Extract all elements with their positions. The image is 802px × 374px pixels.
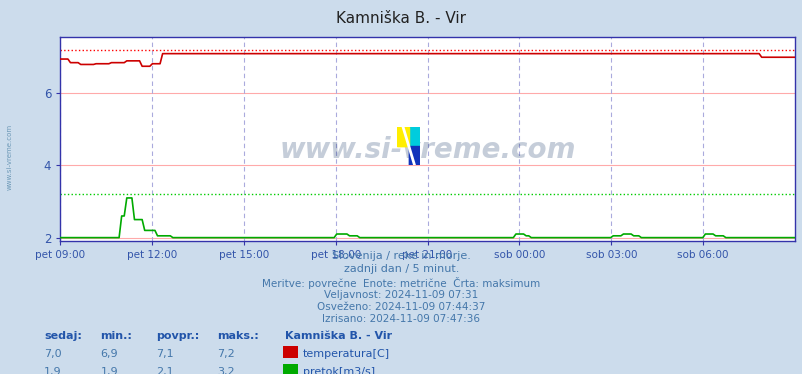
Text: 2,1: 2,1 <box>156 367 174 374</box>
Text: povpr.:: povpr.: <box>156 331 200 341</box>
Text: Veljavnost: 2024-11-09 07:31: Veljavnost: 2024-11-09 07:31 <box>324 290 478 300</box>
Bar <box>408 146 419 165</box>
Text: 1,9: 1,9 <box>100 367 118 374</box>
Text: Kamniška B. - Vir: Kamniška B. - Vir <box>336 11 466 26</box>
Text: 7,2: 7,2 <box>217 349 234 359</box>
Polygon shape <box>408 146 419 165</box>
Text: 3,2: 3,2 <box>217 367 234 374</box>
Text: 1,9: 1,9 <box>44 367 62 374</box>
Polygon shape <box>408 127 419 146</box>
Text: Slovenija / reke in morje.: Slovenija / reke in morje. <box>332 251 470 261</box>
Text: min.:: min.: <box>100 331 132 341</box>
Text: www.si-vreme.com: www.si-vreme.com <box>279 135 575 163</box>
Text: Osveženo: 2024-11-09 07:44:37: Osveženo: 2024-11-09 07:44:37 <box>317 302 485 312</box>
Text: 6,9: 6,9 <box>100 349 118 359</box>
Bar <box>408 127 419 146</box>
Polygon shape <box>397 127 408 146</box>
Text: sedaj:: sedaj: <box>44 331 82 341</box>
Text: maks.:: maks.: <box>217 331 258 341</box>
Text: pretok[m3/s]: pretok[m3/s] <box>302 367 375 374</box>
Text: zadnji dan / 5 minut.: zadnji dan / 5 minut. <box>343 264 459 274</box>
Text: Izrisano: 2024-11-09 07:47:36: Izrisano: 2024-11-09 07:47:36 <box>322 314 480 324</box>
Bar <box>397 127 408 146</box>
Text: 7,1: 7,1 <box>156 349 174 359</box>
Text: temperatura[C]: temperatura[C] <box>302 349 389 359</box>
Text: Meritve: povrečne  Enote: metrične  Črta: maksimum: Meritve: povrečne Enote: metrične Črta: … <box>262 277 540 289</box>
Text: 7,0: 7,0 <box>44 349 62 359</box>
Text: www.si-vreme.com: www.si-vreme.com <box>6 124 12 190</box>
Text: Kamniška B. - Vir: Kamniška B. - Vir <box>285 331 391 341</box>
